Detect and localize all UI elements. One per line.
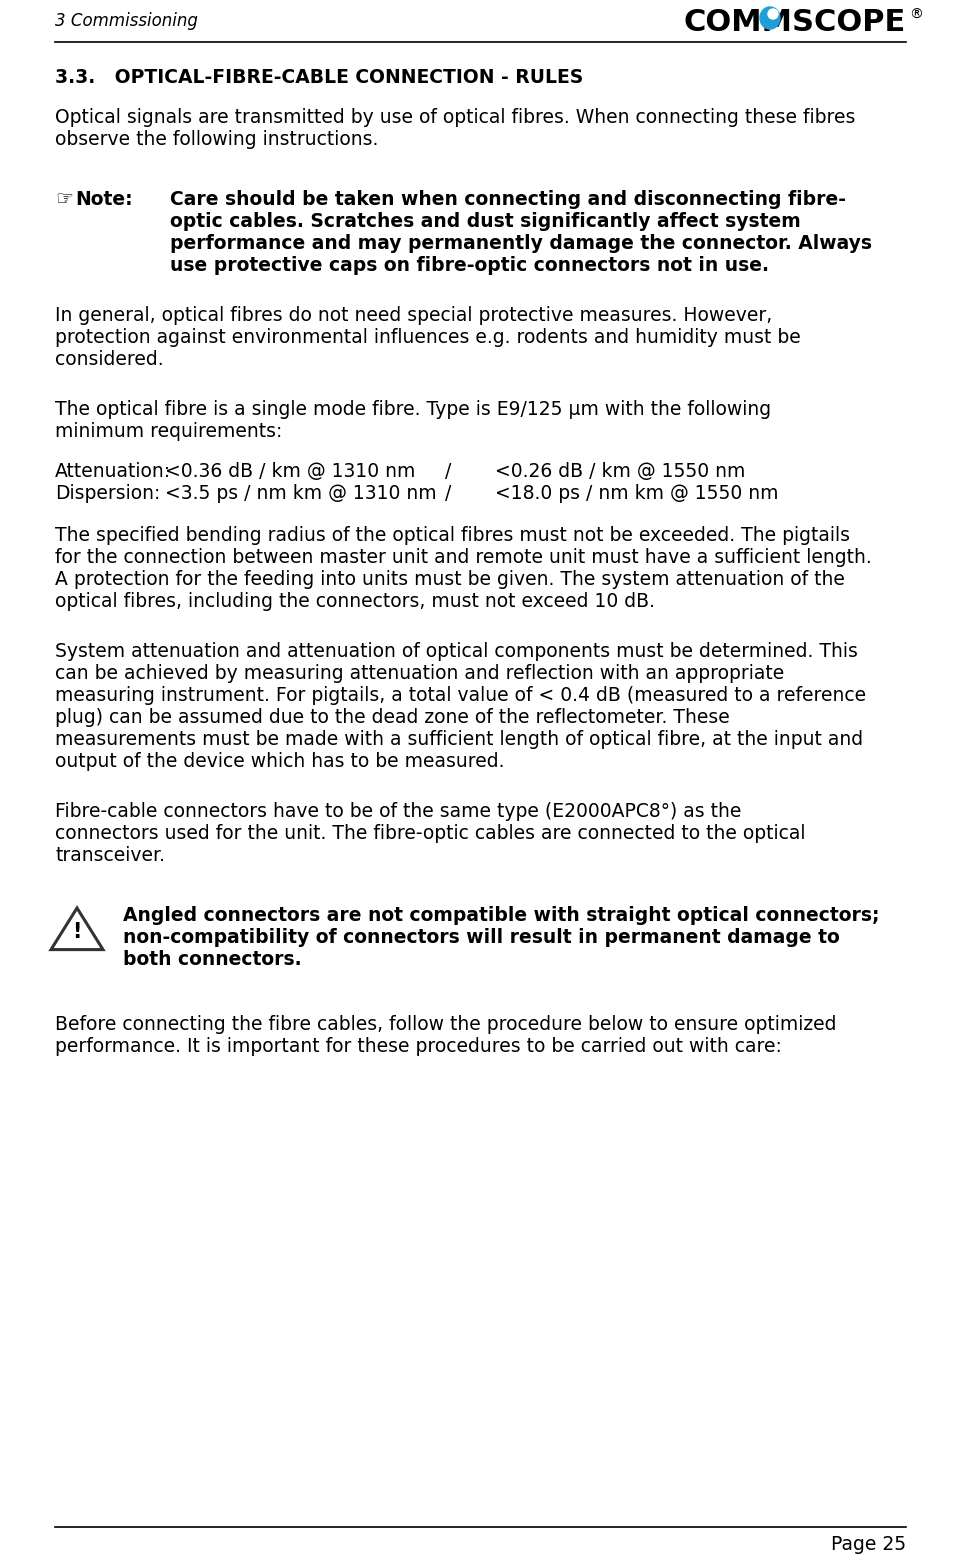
Text: use protective caps on fibre-optic connectors not in use.: use protective caps on fibre-optic conne… [170, 257, 769, 275]
Text: can be achieved by measuring attenuation and reflection with an appropriate: can be achieved by measuring attenuation… [55, 664, 784, 682]
Text: /: / [445, 484, 452, 502]
Text: Dispersion:: Dispersion: [55, 484, 160, 502]
Text: optical fibres, including the connectors, must not exceed 10 dB.: optical fibres, including the connectors… [55, 592, 655, 610]
Text: Optical signals are transmitted by use of optical fibres. When connecting these : Optical signals are transmitted by use o… [55, 108, 855, 127]
Text: protection against environmental influences e.g. rodents and humidity must be: protection against environmental influen… [55, 329, 801, 347]
Text: /: / [445, 462, 452, 480]
Text: considered.: considered. [55, 351, 163, 369]
Text: The specified bending radius of the optical fibres must not be exceeded. The pig: The specified bending radius of the opti… [55, 526, 850, 545]
Text: output of the device which has to be measured.: output of the device which has to be mea… [55, 753, 505, 772]
Text: Angled connectors are not compatible with straight optical connectors;: Angled connectors are not compatible wit… [123, 906, 879, 925]
Text: <0.26 dB / km @ 1550 nm: <0.26 dB / km @ 1550 nm [495, 462, 746, 480]
Text: observe the following instructions.: observe the following instructions. [55, 130, 379, 149]
Text: Fibre-cable connectors have to be of the same type (E2000APC8°) as the: Fibre-cable connectors have to be of the… [55, 801, 741, 822]
Text: non-compatibility of connectors will result in permanent damage to: non-compatibility of connectors will res… [123, 928, 840, 947]
Ellipse shape [760, 6, 780, 30]
Text: ®: ® [909, 8, 923, 22]
Text: optic cables. Scratches and dust significantly affect system: optic cables. Scratches and dust signifi… [170, 211, 801, 232]
Text: Note:: Note: [75, 189, 133, 210]
Text: <0.36 dB / km @ 1310 nm: <0.36 dB / km @ 1310 nm [165, 462, 415, 480]
Text: <18.0 ps / nm km @ 1550 nm: <18.0 ps / nm km @ 1550 nm [495, 484, 778, 502]
Text: Before connecting the fibre cables, follow the procedure below to ensure optimiz: Before connecting the fibre cables, foll… [55, 1016, 836, 1034]
Text: Attenuation:: Attenuation: [55, 462, 171, 480]
Text: plug) can be assumed due to the dead zone of the reflectometer. These: plug) can be assumed due to the dead zon… [55, 707, 729, 728]
Text: both connectors.: both connectors. [123, 950, 302, 969]
Text: <3.5 ps / nm km @ 1310 nm: <3.5 ps / nm km @ 1310 nm [165, 484, 436, 502]
Text: for the connection between master unit and remote unit must have a sufficient le: for the connection between master unit a… [55, 548, 872, 567]
Text: 3 Commissioning: 3 Commissioning [55, 13, 198, 30]
Text: performance. It is important for these procedures to be carried out with care:: performance. It is important for these p… [55, 1038, 782, 1056]
Text: !: ! [72, 922, 82, 942]
Text: minimum requirements:: minimum requirements: [55, 423, 283, 441]
Text: measurements must be made with a sufficient length of optical fibre, at the inpu: measurements must be made with a suffici… [55, 729, 863, 750]
Ellipse shape [768, 9, 778, 19]
Text: The optical fibre is a single mode fibre. Type is E9/125 µm with the following: The optical fibre is a single mode fibre… [55, 401, 771, 419]
Text: Care should be taken when connecting and disconnecting fibre-: Care should be taken when connecting and… [170, 189, 846, 210]
Text: A protection for the feeding into units must be given. The system attenuation of: A protection for the feeding into units … [55, 570, 845, 588]
Text: In general, optical fibres do not need special protective measures. However,: In general, optical fibres do not need s… [55, 307, 773, 326]
Text: ☞: ☞ [55, 189, 73, 210]
Text: Page 25: Page 25 [831, 1535, 906, 1554]
Text: transceiver.: transceiver. [55, 847, 165, 865]
Text: COMMSCOPE: COMMSCOPE [683, 8, 906, 38]
Text: measuring instrument. For pigtails, a total value of < 0.4 dB (measured to a ref: measuring instrument. For pigtails, a to… [55, 685, 866, 704]
Text: connectors used for the unit. The fibre-optic cables are connected to the optica: connectors used for the unit. The fibre-… [55, 825, 805, 844]
Text: System attenuation and attenuation of optical components must be determined. Thi: System attenuation and attenuation of op… [55, 642, 858, 660]
Text: performance and may permanently damage the connector. Always: performance and may permanently damage t… [170, 235, 872, 254]
Text: 3.3.   OPTICAL-FIBRE-CABLE CONNECTION - RULES: 3.3. OPTICAL-FIBRE-CABLE CONNECTION - RU… [55, 67, 583, 88]
